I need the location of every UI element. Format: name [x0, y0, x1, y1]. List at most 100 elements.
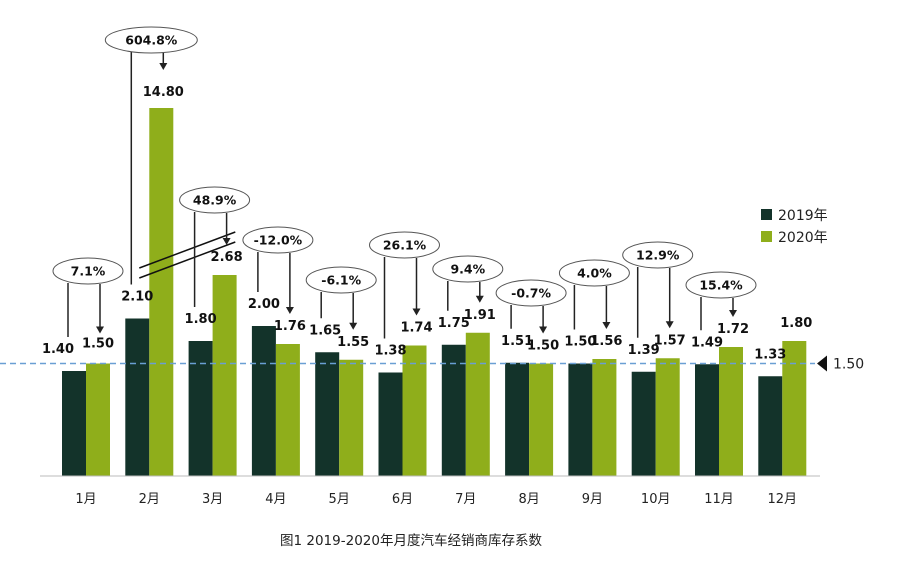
category-label-6: 6月 — [392, 492, 413, 507]
category-label-2: 2月 — [139, 492, 160, 507]
reference-line-label: 1.50 — [833, 357, 864, 373]
value-label-2019-3: 1.80 — [185, 312, 217, 327]
value-label-2019-5: 1.65 — [309, 323, 341, 338]
value-label-2020-6: 1.74 — [400, 321, 432, 336]
value-label-2019-4: 2.00 — [248, 297, 280, 312]
value-label-2020-7: 1.91 — [464, 308, 496, 323]
value-label-2019-2: 2.10 — [121, 290, 153, 305]
yoy-label-8: -0.7% — [511, 286, 551, 301]
yoy-bubble-6 — [369, 231, 440, 259]
yoy-bubble-11 — [685, 271, 757, 299]
legend: 2019年 2020年 — [761, 208, 828, 246]
bar-2019-2 — [125, 318, 150, 476]
yoy-bubble-3 — [179, 186, 251, 214]
bar-2019-1 — [62, 371, 86, 476]
yoy-bubble-1 — [52, 257, 124, 285]
value-label-2020-3: 2.68 — [211, 250, 243, 265]
value-label-2020-12: 1.80 — [780, 316, 812, 331]
value-label-2020-11: 1.72 — [717, 322, 749, 337]
value-label-2020-9: 1.56 — [590, 334, 622, 349]
reference-arrow-icon — [817, 355, 827, 372]
bar-2019-7 — [441, 344, 466, 476]
legend-swatch-2020 — [761, 231, 772, 242]
arrow-down-icon-5 — [349, 322, 358, 330]
arrow-down-icon-7 — [475, 295, 484, 303]
yoy-label-5: -6.1% — [321, 273, 361, 288]
arrow-down-icon-8 — [539, 326, 548, 334]
value-label-2019-6: 1.38 — [374, 344, 406, 359]
yoy-bubble-9 — [558, 259, 630, 287]
category-labels-layer: 1月 2月 3月 4月 5月 6月 7月 8月 9月 10月 11月 12月 — [75, 492, 797, 507]
yoy-label-11: 15.4% — [699, 278, 743, 293]
legend-label-2020: 2020年 — [778, 230, 828, 246]
category-label-5: 5月 — [329, 492, 350, 507]
bar-2020-4 — [275, 344, 300, 476]
bar-2019-10 — [631, 371, 656, 476]
bar-2019-11 — [695, 364, 719, 476]
bar-2020-10 — [655, 358, 680, 476]
value-label-2020-4: 1.76 — [274, 319, 306, 334]
value-label-2020-1: 1.50 — [82, 337, 114, 352]
bar-2020-3 — [212, 275, 237, 476]
yoy-bubble-8 — [495, 279, 567, 307]
axis-break-mark-1 — [139, 231, 236, 269]
axis-break-mark-2 — [139, 241, 236, 279]
bar-2020-9 — [592, 359, 617, 476]
legend-swatch-2019 — [761, 209, 772, 220]
value-label-2020-5: 1.55 — [337, 335, 369, 350]
bar-2019-12 — [758, 376, 783, 476]
yoy-bubble-10 — [622, 241, 694, 269]
yoy-label-3: 48.9% — [193, 193, 237, 208]
yoy-labels-layer: 7.1% 604.8% 48.9% -12.0% -6.1% 26.1% 9.4% -0.7%… — [52, 26, 757, 307]
yoy-bubble-5 — [305, 266, 377, 294]
yoy-label-1: 7.1% — [71, 264, 106, 279]
arrow-down-icon-10 — [665, 321, 674, 329]
yoy-bubble-4 — [242, 226, 314, 254]
legend-label-2019: 2019年 — [778, 208, 828, 224]
category-label-4: 4月 — [265, 492, 286, 507]
arrow-down-icon-2 — [159, 63, 168, 70]
value-label-2019-7: 1.75 — [438, 316, 470, 331]
value-label-2020-10: 1.57 — [654, 333, 686, 348]
category-label-9: 9月 — [582, 492, 603, 507]
category-label-12: 12月 — [768, 492, 798, 507]
category-label-7: 7月 — [455, 492, 476, 507]
chart-title: 图1 2019-2020年月度汽车经销商库存系数 — [280, 532, 542, 549]
yoy-label-4: -12.0% — [254, 233, 303, 248]
bar-2020-8 — [529, 363, 554, 476]
category-label-11: 11月 — [704, 492, 734, 507]
category-label-1: 1月 — [75, 492, 96, 507]
bar-2020-7 — [465, 332, 490, 476]
yoy-label-9: 4.0% — [577, 266, 612, 281]
category-label-8: 8月 — [518, 492, 539, 507]
arrow-down-icon-4 — [285, 307, 294, 314]
bar-2019-8 — [505, 362, 530, 476]
arrow-down-icon-9 — [602, 322, 611, 329]
arrow-down-icon-6 — [412, 308, 421, 316]
value-label-2019-8: 1.51 — [501, 334, 533, 349]
yoy-bubble-7 — [432, 255, 504, 283]
yoy-label-7: 9.4% — [450, 262, 485, 277]
value-label-2019-1: 1.40 — [42, 342, 74, 357]
arrow-down-icon-11 — [729, 310, 737, 317]
bars-layer — [62, 108, 807, 476]
value-label-2020-8: 1.50 — [527, 339, 559, 354]
value-label-2019-9: 1.50 — [564, 335, 596, 350]
category-label-3: 3月 — [202, 492, 223, 507]
arrow-down-icon-3 — [222, 238, 231, 245]
bar-2019-5 — [315, 352, 340, 476]
bar-2019-9 — [568, 363, 593, 476]
value-label-2019-10: 1.39 — [628, 343, 660, 358]
category-label-10: 10月 — [641, 492, 671, 507]
yoy-bubble-2 — [104, 26, 198, 54]
bar-2020-1 — [86, 363, 110, 476]
reference-line-group: 1.50 — [0, 355, 864, 373]
value-label-2019-12: 1.33 — [754, 347, 786, 362]
value-label-2020-2: 14.80 — [143, 85, 184, 100]
bar-2019-6 — [378, 372, 403, 476]
bar-2020-5 — [339, 359, 364, 476]
bar-2020-6 — [402, 345, 427, 476]
bar-2019-3 — [188, 341, 213, 476]
